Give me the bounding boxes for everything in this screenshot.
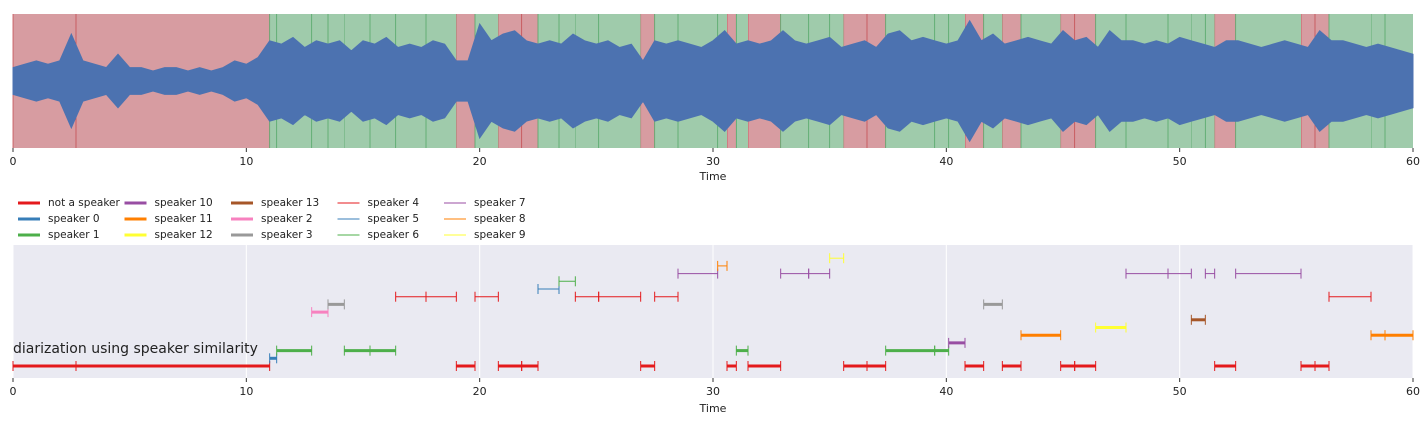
waveform-upper: [12, 19, 1414, 82]
x-tick-label: 0: [10, 385, 17, 398]
legend-label: speaker 12: [155, 229, 213, 241]
legend-label: speaker 8: [474, 213, 526, 225]
x-tick-label: 10: [239, 385, 253, 398]
x-tick-label: 20: [473, 385, 487, 398]
x-tick-label: 30: [706, 155, 720, 168]
legend-label: speaker 1: [48, 229, 100, 241]
waveform-lower: [12, 80, 1414, 143]
legend-label: speaker 11: [155, 213, 213, 225]
annotation: diarization using speaker similarity: [13, 341, 258, 357]
legend-label: not a speaker: [48, 197, 121, 209]
x-tick-label: 30: [706, 385, 720, 398]
x-tick-label: 60: [1406, 155, 1420, 168]
legend-label: speaker 2: [261, 213, 313, 225]
x-tick-label: 20: [473, 155, 487, 168]
x-tick-label: 50: [1173, 385, 1187, 398]
legend-label: speaker 13: [261, 197, 319, 209]
legend-label: speaker 4: [368, 197, 420, 209]
legend-label: speaker 7: [474, 197, 526, 209]
legend-label: speaker 10: [155, 197, 213, 209]
legend-label: speaker 0: [48, 213, 100, 225]
x-tick-label: 50: [1173, 155, 1187, 168]
x-axis-label: Time: [699, 402, 727, 415]
legend-label: speaker 9: [474, 229, 526, 241]
x-tick-label: 10: [239, 155, 253, 168]
legend-label: speaker 6: [368, 229, 420, 241]
x-tick-label: 0: [10, 155, 17, 168]
legend-label: speaker 5: [368, 213, 420, 225]
x-tick-label: 40: [939, 155, 953, 168]
x-tick-label: 40: [939, 385, 953, 398]
legend-label: speaker 3: [261, 229, 313, 241]
x-tick-label: 60: [1406, 385, 1420, 398]
x-axis-label: Time: [699, 170, 727, 183]
